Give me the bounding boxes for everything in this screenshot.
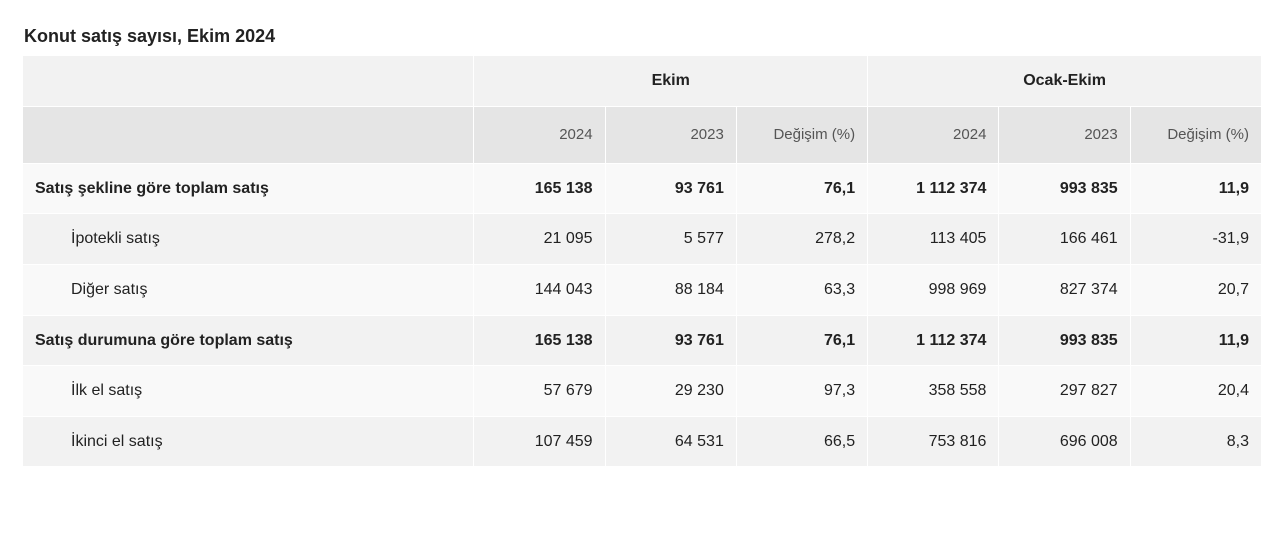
cell-ocak-change: 20,7: [1130, 265, 1261, 316]
page: Konut satış sayısı, Ekim 2024 Ekim Ocak-…: [0, 0, 1280, 534]
cell-ekim-2023: 93 761: [605, 163, 736, 214]
header-2024-a: 2024: [474, 106, 605, 163]
cell-ocak-change: -31,9: [1130, 214, 1261, 265]
cell-ocak-2023: 166 461: [999, 214, 1130, 265]
cell-ekim-change: 97,3: [736, 366, 867, 417]
header-group-ekim: Ekim: [474, 56, 868, 107]
table-row: Satış şekline göre toplam satış165 13893…: [23, 163, 1262, 214]
cell-ekim-2024: 21 095: [474, 214, 605, 265]
cell-ocak-2024: 113 405: [868, 214, 999, 265]
cell-ekim-2024: 165 138: [474, 315, 605, 366]
cell-ocak-2024: 1 112 374: [868, 315, 999, 366]
row-label: Satış şekline göre toplam satış: [23, 163, 474, 214]
cell-ocak-2024: 753 816: [868, 416, 999, 467]
cell-ekim-2023: 5 577: [605, 214, 736, 265]
cell-ekim-2023: 64 531: [605, 416, 736, 467]
row-label: İpotekli satış: [23, 214, 474, 265]
row-label: Diğer satış: [23, 265, 474, 316]
table-row: Satış durumuna göre toplam satış165 1389…: [23, 315, 1262, 366]
header-2024-b: 2024: [868, 106, 999, 163]
header-2023-b: 2023: [999, 106, 1130, 163]
cell-ekim-2023: 93 761: [605, 315, 736, 366]
cell-ocak-2024: 1 112 374: [868, 163, 999, 214]
header-change-a: Değişim (%): [736, 106, 867, 163]
cell-ocak-change: 11,9: [1130, 315, 1261, 366]
cell-ekim-2023: 29 230: [605, 366, 736, 417]
table-row: İlk el satış57 67929 23097,3358 558297 8…: [23, 366, 1262, 417]
row-label: Satış durumuna göre toplam satış: [23, 315, 474, 366]
cell-ocak-change: 20,4: [1130, 366, 1261, 417]
cell-ocak-2023: 993 835: [999, 163, 1130, 214]
page-title: Konut satış sayısı, Ekim 2024: [24, 26, 1262, 47]
header-group-row: Ekim Ocak-Ekim: [23, 56, 1262, 107]
cell-ekim-2024: 57 679: [474, 366, 605, 417]
table-row: Diğer satış144 04388 18463,3998 969827 3…: [23, 265, 1262, 316]
table-row: İkinci el satış107 45964 53166,5753 8166…: [23, 416, 1262, 467]
cell-ekim-change: 66,5: [736, 416, 867, 467]
header-sub-blank: [23, 106, 474, 163]
table-row: İpotekli satış21 0955 577278,2113 405166…: [23, 214, 1262, 265]
header-group-ocak-ekim: Ocak-Ekim: [868, 56, 1262, 107]
row-label: İkinci el satış: [23, 416, 474, 467]
cell-ekim-2024: 107 459: [474, 416, 605, 467]
cell-ocak-2024: 998 969: [868, 265, 999, 316]
table-header: Ekim Ocak-Ekim 2024 2023 Değişim (%) 202…: [23, 56, 1262, 164]
table-body: Satış şekline göre toplam satış165 13893…: [23, 163, 1262, 467]
header-blank: [23, 56, 474, 107]
header-change-b: Değişim (%): [1130, 106, 1261, 163]
cell-ekim-2024: 165 138: [474, 163, 605, 214]
cell-ekim-change: 76,1: [736, 163, 867, 214]
cell-ekim-2023: 88 184: [605, 265, 736, 316]
cell-ekim-change: 76,1: [736, 315, 867, 366]
cell-ocak-2023: 696 008: [999, 416, 1130, 467]
cell-ocak-2023: 827 374: [999, 265, 1130, 316]
cell-ocak-2023: 993 835: [999, 315, 1130, 366]
cell-ekim-2024: 144 043: [474, 265, 605, 316]
cell-ekim-change: 278,2: [736, 214, 867, 265]
header-sub-row: 2024 2023 Değişim (%) 2024 2023 Değişim …: [23, 106, 1262, 163]
row-label: İlk el satış: [23, 366, 474, 417]
header-2023-a: 2023: [605, 106, 736, 163]
data-table: Ekim Ocak-Ekim 2024 2023 Değişim (%) 202…: [22, 55, 1262, 467]
cell-ocak-2023: 297 827: [999, 366, 1130, 417]
cell-ekim-change: 63,3: [736, 265, 867, 316]
cell-ocak-change: 11,9: [1130, 163, 1261, 214]
cell-ocak-2024: 358 558: [868, 366, 999, 417]
cell-ocak-change: 8,3: [1130, 416, 1261, 467]
